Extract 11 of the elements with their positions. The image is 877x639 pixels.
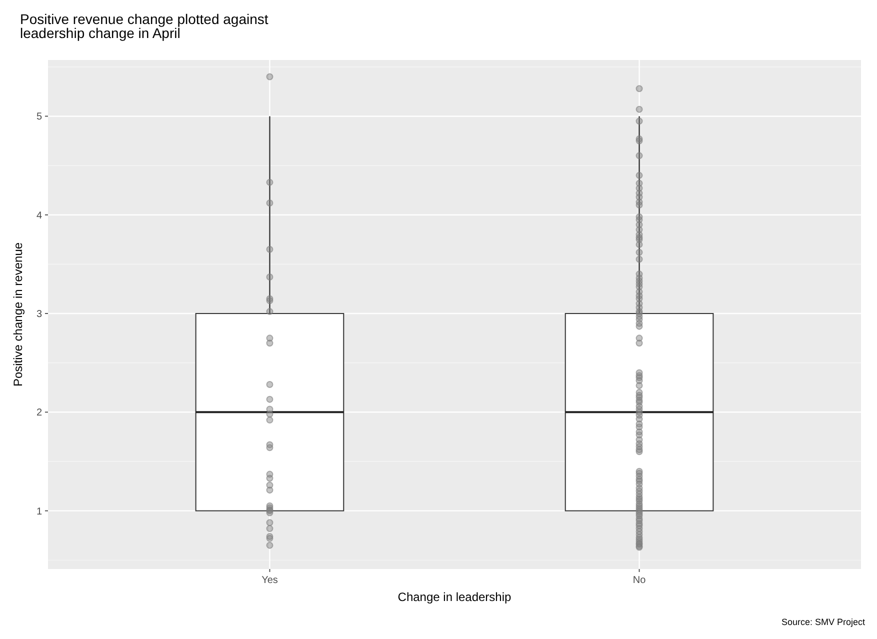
y-axis-title: Positive change in revenue (11, 242, 25, 387)
y-tick-label: 5 (36, 112, 42, 123)
source-note: Source: SMV Project (781, 617, 866, 627)
y-tick-label: 2 (36, 408, 42, 419)
x-tick-label: No (632, 575, 646, 586)
x-tick-label: Yes (262, 575, 278, 586)
y-tick-label: 4 (36, 210, 42, 222)
chart-title: Positive revenue change plotted against leadership change in April (20, 11, 268, 41)
y-tick-label: 1 (36, 506, 42, 518)
y-tick-label: 3 (36, 309, 42, 320)
x-axis-title: Change in leadership (398, 590, 512, 604)
